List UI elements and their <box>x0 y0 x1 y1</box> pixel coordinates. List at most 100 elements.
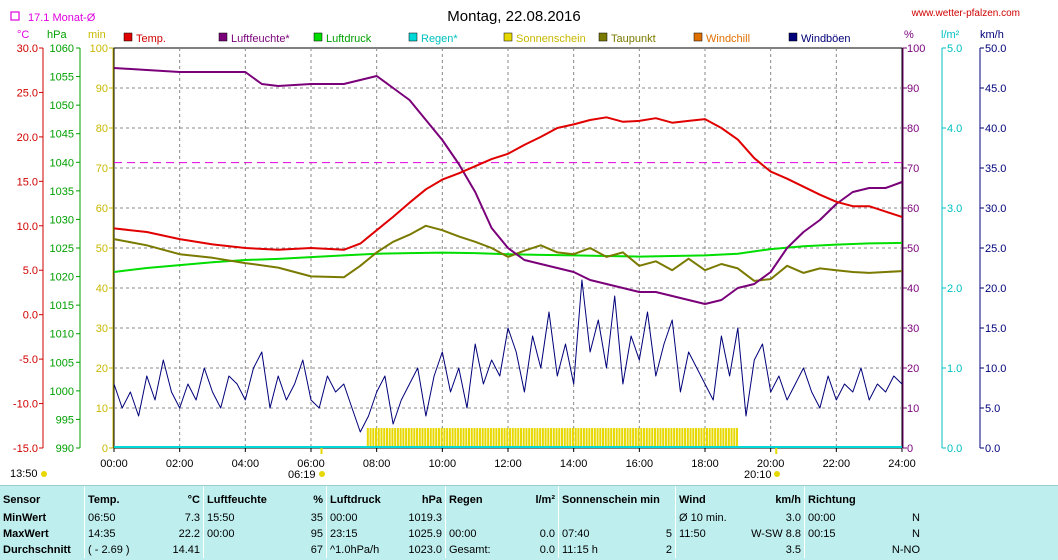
humidity-axis-tick-label: 80 <box>907 123 919 135</box>
sunshine-bar <box>618 428 621 448</box>
sunshine-bar <box>388 428 391 448</box>
max-direction-value: N <box>912 528 920 540</box>
humidity-axis-tick-label: 10 <box>907 403 919 415</box>
sunshine-bar <box>695 428 698 448</box>
pressure-axis-tick-label: 1000 <box>50 386 74 398</box>
sunshine-bar <box>585 428 588 448</box>
sunshine-bar <box>555 428 558 448</box>
pressure-axis-tick-label: 1045 <box>50 129 74 141</box>
avg-humidity-time <box>203 542 290 558</box>
wind-axis-tick-label: 45.0 <box>985 83 1006 95</box>
max-sun-value: 5 <box>665 528 672 540</box>
statistics-panel: Sensor Temp. °C Luftfeuchte % Luftdruck … <box>0 485 1058 560</box>
avg-sun-value: 2 <box>665 544 672 556</box>
x-tick-label: 18:00 <box>691 458 719 470</box>
header-rain-unit: l/m² <box>535 494 555 506</box>
sun-events: 13:50 06:19 20:10 <box>10 448 780 481</box>
rain-axis-tick-label: 0.0 <box>947 443 962 455</box>
sunshine-bar <box>629 428 632 448</box>
header-temp-unit: °C <box>187 494 200 506</box>
sunshine-bar <box>667 428 670 448</box>
sunshine-bar <box>451 428 454 448</box>
sunshine-bar <box>580 428 583 448</box>
x-tick-label: 20:00 <box>757 458 785 470</box>
max-wind-direction: W-SW <box>751 528 783 540</box>
max-sun-time: 07:40 <box>557 526 649 542</box>
sunshine-bar <box>498 428 501 448</box>
temp-axis-tick-label: -10.0 <box>13 399 38 411</box>
sunshine-bar <box>571 428 574 448</box>
header-wind-unit: km/h <box>775 494 801 506</box>
sunshine-axis-tick-label: 20 <box>96 363 108 375</box>
month-avg-legend: 17.1 Monat-Ø <box>10 11 96 24</box>
sunshine-bar <box>670 428 673 448</box>
pressure-axis-tick-label: 1055 <box>50 72 74 84</box>
legend-swatch <box>788 32 798 42</box>
sunshine-bar <box>539 428 542 448</box>
sunshine-bar <box>705 428 708 448</box>
sunshine-axis-tick-label: 0 <box>102 443 108 455</box>
sunshine-bar <box>725 428 728 448</box>
sunshine-bar <box>468 428 471 448</box>
legend-label: Temp. <box>136 33 166 45</box>
sunshine-bar <box>607 428 610 448</box>
sunshine-bar <box>405 428 408 448</box>
sunshine-bar <box>533 428 536 448</box>
axis-unit-labels: °C hPa min% l/m² km/h <box>17 29 1004 41</box>
legend-swatch <box>693 32 703 42</box>
min-sun-value <box>649 510 676 526</box>
header-humidity-unit: % <box>313 494 323 506</box>
sunshine-bar <box>727 428 730 448</box>
sunshine-bar <box>462 428 465 448</box>
sunshine-bar <box>569 428 572 448</box>
month-avg-swatch <box>10 11 20 21</box>
unit-label-sunshine: min <box>88 29 106 41</box>
sunshine-bar <box>426 428 429 448</box>
temp-axis-tick-label: 20.0 <box>17 132 38 144</box>
pressure-axis-tick-label: 1015 <box>50 300 74 312</box>
sunshine-bar <box>686 428 689 448</box>
min-rain-time <box>445 510 514 526</box>
legend-swatch <box>313 32 323 42</box>
legend-swatch <box>123 32 133 42</box>
legend-label: Luftdruck <box>326 33 372 45</box>
sunshine-bar <box>714 428 717 448</box>
max-label: MaxWert <box>3 528 49 540</box>
sunshine-bar <box>522 428 525 448</box>
sunshine-bar <box>495 428 498 448</box>
sunshine-bar <box>588 428 591 448</box>
axes: 30.0 25.0 20.0 15.0 10.0 5.0 0.0 -5.0 -10.0 -15.0… <box>13 43 1007 455</box>
sunshine-bar <box>476 428 479 448</box>
sunshine-bar <box>626 428 629 448</box>
sunshine-axis-tick-label: 10 <box>96 403 108 415</box>
wind-axis-tick-label: 15.0 <box>985 323 1006 335</box>
avg-temp-value: 14.41 <box>172 544 200 556</box>
sunshine-bar <box>678 428 681 448</box>
sunshine-bar <box>394 428 397 448</box>
sunshine-bar <box>402 428 405 448</box>
sunshine-bar <box>558 428 561 448</box>
sunshine-bar <box>659 428 662 448</box>
sunshine-bar <box>484 428 487 448</box>
min-pressure-value: 1019.3 <box>408 512 442 524</box>
min-wind-value: 3.0 <box>785 512 801 524</box>
max-temp-time: 14:35 <box>84 526 155 542</box>
header-sensor: Sensor <box>3 494 41 506</box>
sunshine-axis-tick-label: 90 <box>96 83 108 95</box>
sunshine-axis-tick-label: 30 <box>96 323 108 335</box>
website-label: www.wetter-pfalzen.com <box>911 8 1020 19</box>
sunshine-axis-tick-label: 60 <box>96 203 108 215</box>
x-tick-label: 16:00 <box>626 458 654 470</box>
wind-axis-tick-label: 0.0 <box>985 443 1000 455</box>
sunshine-bar <box>547 428 550 448</box>
x-tick-label: 00:00 <box>100 458 128 470</box>
sunshine-axis-tick-label: 80 <box>96 123 108 135</box>
rain-axis-tick-label: 1.0 <box>947 363 962 375</box>
sunshine-bar <box>550 428 553 448</box>
min-sun-time <box>557 510 649 526</box>
temp-axis-tick-label: 15.0 <box>17 176 38 188</box>
sunshine-bar <box>478 428 481 448</box>
sunshine-bar <box>637 428 640 448</box>
sunshine-bar <box>517 428 520 448</box>
pressure-axis-tick-label: 1035 <box>50 186 74 198</box>
